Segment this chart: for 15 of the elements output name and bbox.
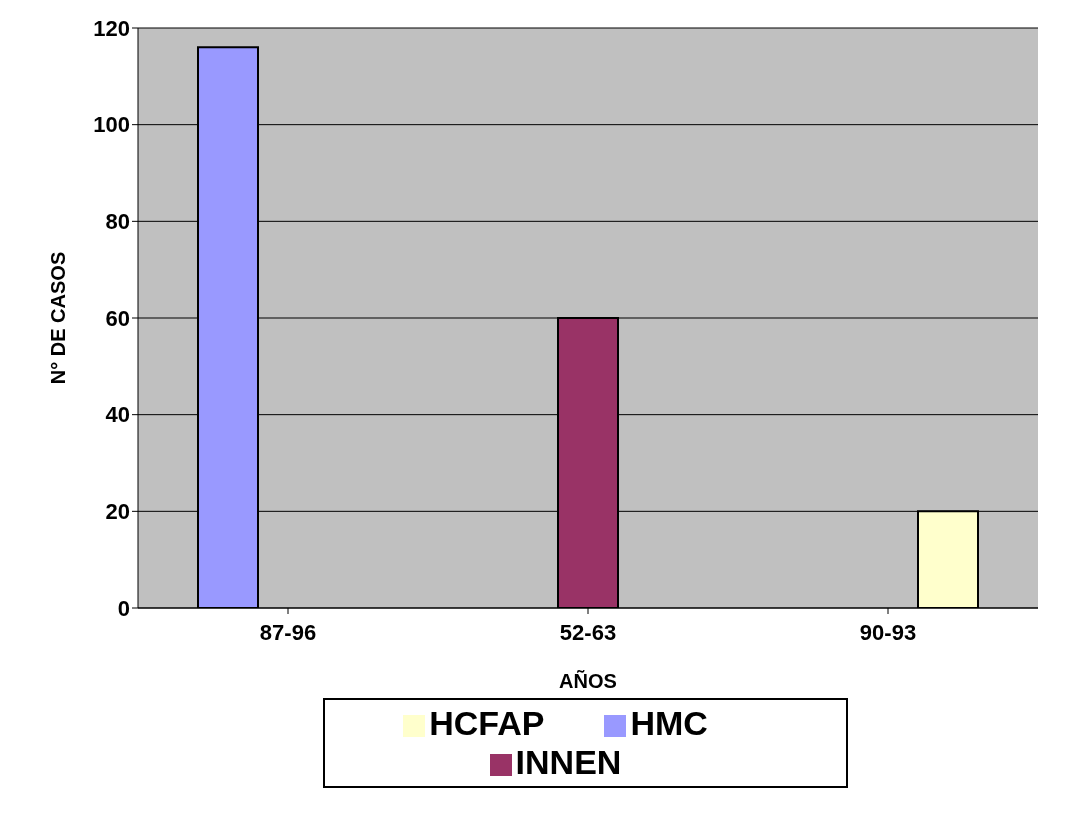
x-tick-label: 52-63 (559, 619, 617, 645)
y-tick-label: 0 (117, 595, 130, 621)
y-tick-label: 120 (93, 15, 130, 41)
y-tick-label: 100 (93, 112, 130, 138)
legend-label: HMC (630, 704, 708, 742)
x-tick-label: 90-93 (859, 619, 917, 645)
x-tick-label: 87-96 (259, 619, 317, 645)
legend-label: HCFAP (429, 704, 545, 742)
legend-label: INNEN (515, 743, 622, 781)
y-axis-title: N° DE CASOS (47, 251, 70, 385)
y-tick-label: 40 (105, 402, 130, 428)
y-tick-label: 20 (105, 499, 130, 525)
y-tick-label: 60 (105, 305, 130, 331)
y-tick-label: 80 (105, 209, 130, 235)
x-axis-title: AÑOS (559, 670, 617, 692)
